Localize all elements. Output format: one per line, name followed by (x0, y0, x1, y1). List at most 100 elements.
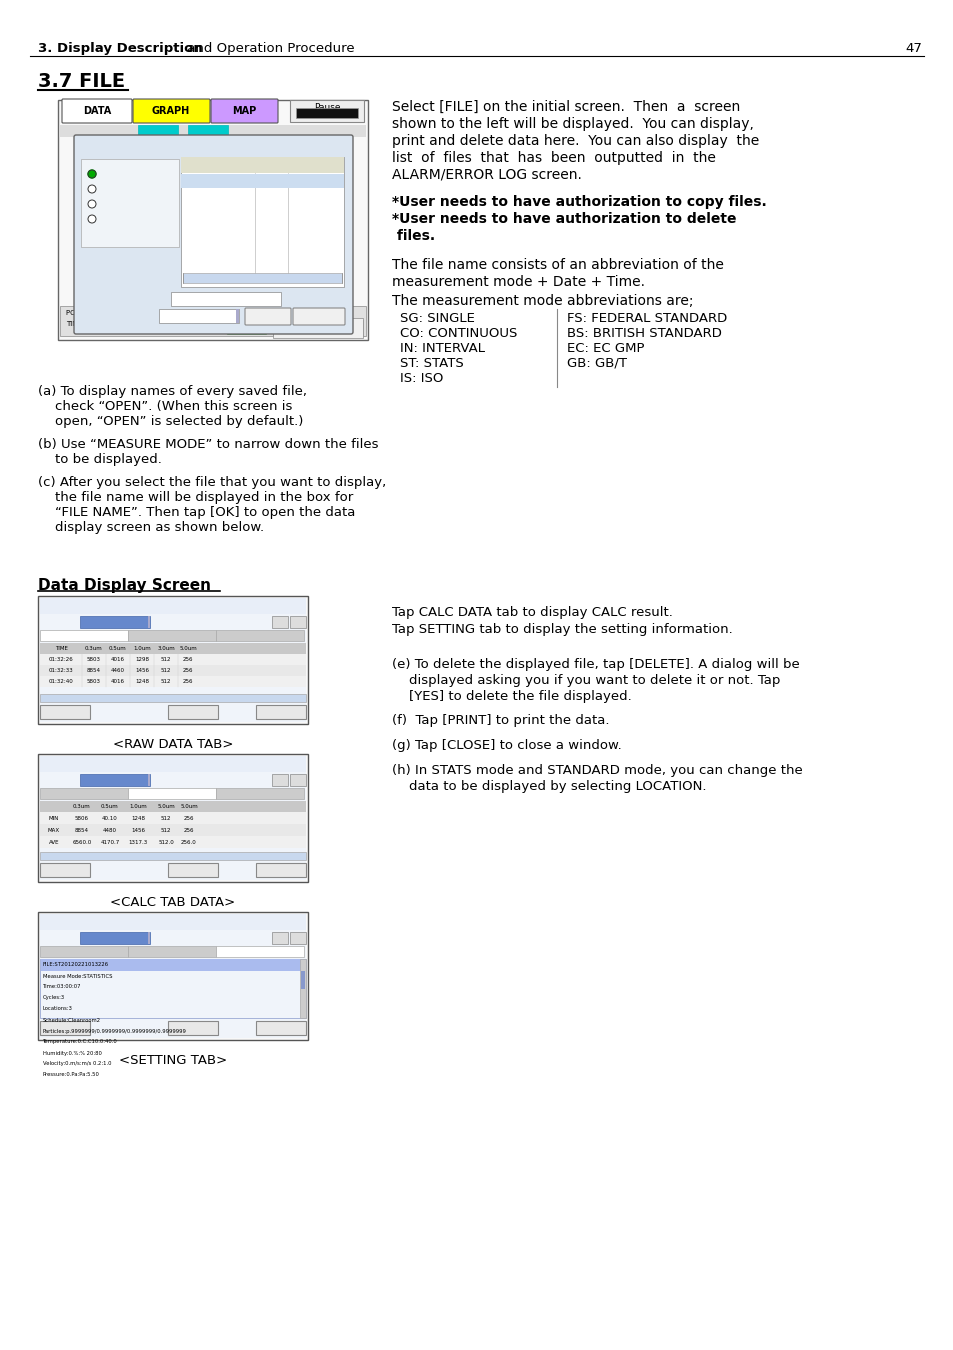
Bar (40, 630, 128, 641)
Bar (255, 705, 306, 720)
Bar (40, 946, 128, 957)
Bar (40, 852, 306, 860)
Text: 1317.3: 1317.3 (129, 840, 148, 845)
Bar (272, 931, 288, 944)
Text: 256: 256 (183, 668, 193, 674)
FancyBboxPatch shape (245, 308, 291, 325)
Text: GRAPH: GRAPH (152, 107, 190, 116)
Text: SG: SINGLE: SG: SINGLE (399, 312, 475, 325)
Text: POINTS  1 / 3        CYCLES  1/ 5: POINTS 1 / 3 CYCLES 1/ 5 (66, 310, 173, 316)
Text: location 1: location 1 (83, 936, 113, 941)
Text: (e): (e) (48, 856, 65, 865)
Text: FILE NAME:: FILE NAME: (82, 294, 125, 302)
Text: to be displayed.: to be displayed. (38, 454, 162, 466)
Text: DELETE: DELETE (99, 186, 128, 194)
Text: 1298: 1298 (135, 657, 149, 661)
Text: MOVE: MOVE (99, 216, 121, 225)
Text: *User needs to have authorization to delete: *User needs to have authorization to del… (392, 212, 736, 225)
Bar (40, 653, 306, 666)
Text: IS: ISO: IS: ISO (399, 373, 443, 385)
Text: Pause: Pause (314, 103, 340, 112)
Bar (40, 914, 306, 930)
Text: 3.0um: 3.0um (157, 647, 174, 651)
Text: 4460: 4460 (111, 668, 125, 674)
Text: 512.0: 512.0 (158, 840, 173, 845)
Bar (40, 836, 306, 848)
Text: measurement mode + Date + Time.: measurement mode + Date + Time. (392, 275, 644, 289)
Text: 1456: 1456 (131, 828, 145, 833)
Text: list  of  files  that  has  been  outputted  in  the: list of files that has been outputted in… (392, 151, 715, 165)
Circle shape (88, 185, 96, 193)
Text: (c) After you select the file that you want to display,: (c) After you select the file that you w… (38, 477, 386, 489)
Text: CO: CONTINUOUS: CO: CONTINUOUS (399, 327, 517, 340)
Text: SETTING: SETTING (246, 633, 274, 639)
Bar (181, 174, 344, 188)
Bar (58, 100, 368, 340)
Bar (138, 126, 178, 139)
Text: 5803: 5803 (87, 657, 101, 661)
Text: Data Display Screen: Data Display Screen (38, 578, 211, 593)
Bar (168, 863, 218, 878)
Text: PRINT: PRINT (181, 1023, 204, 1033)
Text: and Operation Procedure: and Operation Procedure (183, 42, 355, 55)
Text: location 1: location 1 (83, 620, 113, 625)
Text: ST20120221013226: ST20120221013226 (134, 759, 211, 768)
Text: 00:00: 00:00 (316, 113, 336, 119)
Text: 01:32:40: 01:32:40 (49, 679, 73, 684)
Text: 2568: 2568 (255, 190, 272, 196)
Bar (188, 126, 228, 139)
Text: AVE: AVE (49, 840, 59, 845)
Text: (e): (e) (48, 1014, 65, 1025)
Text: RAW DATA: RAW DATA (68, 949, 100, 954)
Bar (38, 913, 308, 1040)
Text: (a): (a) (80, 140, 96, 151)
Text: RAW DATA: RAW DATA (68, 791, 100, 796)
Bar (128, 630, 215, 641)
Text: Pressure:0.Pa:Pa:5.50: Pressure:0.Pa:Pa:5.50 (43, 1072, 100, 1077)
Text: 8854: 8854 (75, 828, 89, 833)
Text: CALC DATA: CALC DATA (152, 791, 191, 796)
Text: (f): (f) (158, 856, 172, 865)
Bar (38, 755, 308, 882)
Bar (40, 676, 306, 687)
Text: DATA: DATA (83, 107, 111, 116)
Bar (290, 931, 306, 944)
Bar (290, 774, 306, 786)
Text: 5803: 5803 (87, 679, 101, 684)
Bar (168, 1021, 218, 1035)
Text: 256: 256 (184, 828, 194, 833)
Text: 5806: 5806 (75, 815, 89, 821)
Text: 512: 512 (161, 679, 172, 684)
Bar (299, 958, 306, 1018)
Text: The measurement mode abbreviations are;: The measurement mode abbreviations are; (392, 294, 693, 308)
Text: 8854: 8854 (87, 668, 101, 674)
Text: Name: Name (183, 161, 205, 170)
Text: 3.7 FILE: 3.7 FILE (38, 72, 125, 90)
Text: shown to the left will be displayed.  You can display,: shown to the left will be displayed. You… (392, 117, 753, 131)
Text: SETTING: SETTING (246, 791, 274, 796)
Text: GB: GB/T: GB: GB/T (566, 356, 626, 370)
Text: ST201202210138...: ST201202210138... (183, 190, 244, 196)
Bar (290, 616, 306, 628)
Text: Measure Mode:STATISTICS: Measure Mode:STATISTICS (43, 973, 112, 979)
Bar (290, 100, 364, 122)
Text: 01:32:33: 01:32:33 (49, 668, 73, 674)
Text: 01:54
03/30/2011: 01:54 03/30/2011 (275, 323, 312, 333)
Text: OPERATION: OPERATION (84, 162, 128, 171)
Text: (f)  Tap [PRINT] to print the data.: (f) Tap [PRINT] to print the data. (392, 714, 609, 728)
Bar (40, 694, 306, 702)
Text: (a) To display names of every saved file,: (a) To display names of every saved file… (38, 385, 307, 398)
Text: displayed asking you if you want to delete it or not. Tap: displayed asking you if you want to dele… (392, 674, 780, 687)
Bar (40, 598, 306, 614)
Bar (272, 774, 288, 786)
Bar (235, 309, 239, 323)
Text: OK: OK (261, 312, 274, 321)
Text: DELETE: DELETE (51, 865, 79, 875)
Text: 0.3um: 0.3um (73, 805, 91, 809)
Bar (301, 971, 305, 990)
Bar (40, 914, 306, 1038)
Bar (128, 946, 215, 957)
Bar (80, 616, 150, 628)
Text: Locations:3: Locations:3 (43, 1007, 72, 1011)
Text: Humidity:0.%:% 20:80: Humidity:0.%:% 20:80 (43, 1050, 102, 1056)
